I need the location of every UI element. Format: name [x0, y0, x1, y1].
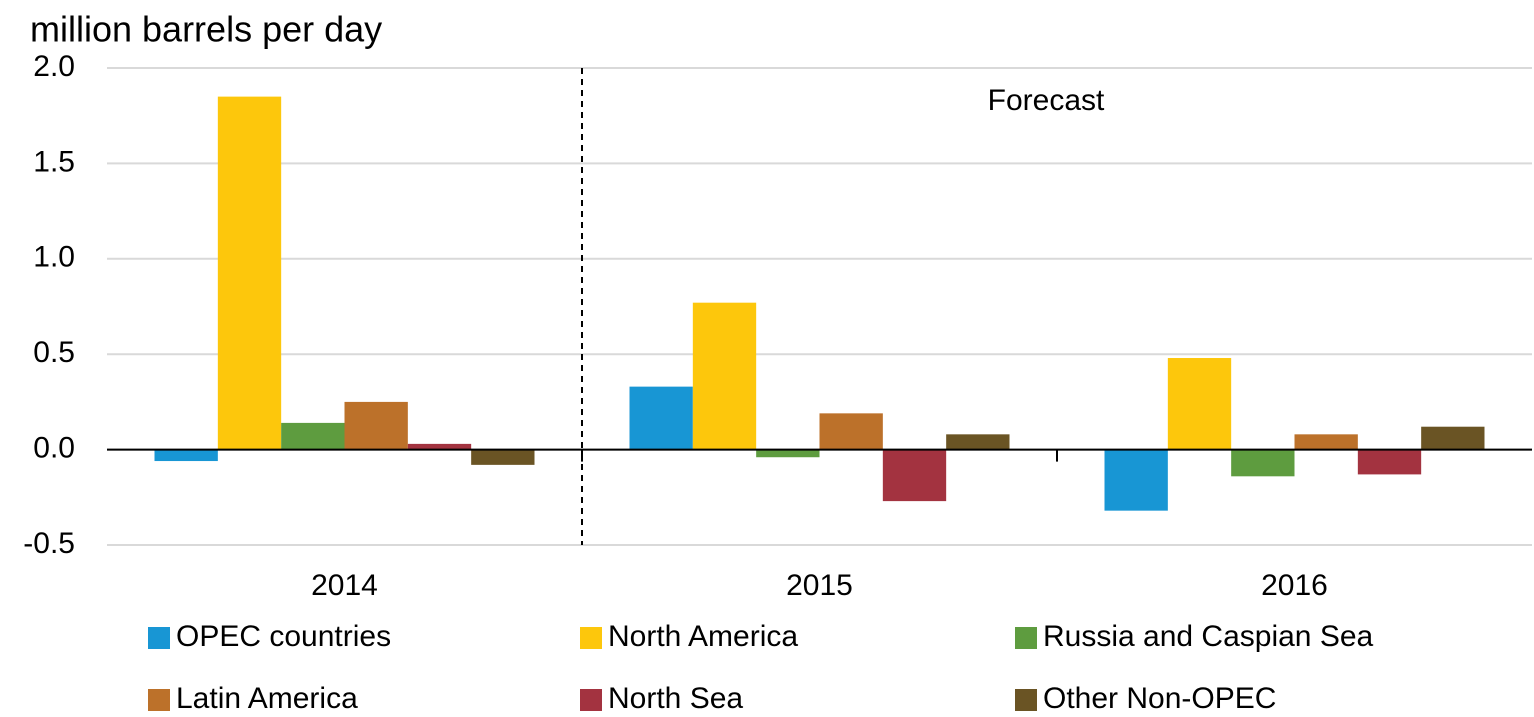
legend-label: OPEC countries: [176, 620, 391, 653]
legend-label: North America: [608, 620, 798, 653]
bar: [471, 449, 535, 465]
bar: [692, 302, 757, 450]
legend-swatch: [148, 627, 170, 649]
bar: [756, 449, 820, 458]
bar: [1294, 434, 1358, 450]
y-tick-label: 1.0: [33, 241, 75, 274]
legend-label: Russia and Caspian Sea: [1043, 620, 1374, 653]
y-tick-label: 1.5: [33, 145, 75, 178]
bar: [281, 422, 345, 450]
bar: [217, 96, 282, 450]
legend-swatch: [580, 627, 602, 649]
bar: [629, 386, 693, 450]
legend-label: Latin America: [176, 682, 358, 715]
y-tick-label: -0.5: [23, 527, 75, 560]
bar: [1104, 449, 1168, 511]
bar: [1357, 449, 1422, 475]
legend-label: North Sea: [608, 682, 743, 715]
bar: [882, 449, 947, 502]
x-tick-label: 2015: [786, 569, 853, 602]
legend-swatch: [580, 689, 602, 711]
annotation: Forecast: [988, 84, 1105, 117]
bar: [946, 434, 1010, 450]
y-tick-label: 0.5: [33, 336, 75, 369]
bar: [1231, 449, 1295, 477]
x-tick-label: 2016: [1261, 569, 1328, 602]
legend-swatch: [148, 689, 170, 711]
y-axis-label: million barrels per day: [30, 9, 382, 50]
legend-swatch: [1015, 627, 1037, 649]
bar: [1167, 358, 1232, 450]
bar: [1421, 426, 1485, 450]
y-tick-label: 0.0: [33, 432, 75, 465]
bar: [407, 443, 472, 450]
legend-swatch: [1015, 689, 1037, 711]
y-tick-label: 2.0: [33, 50, 75, 83]
bar: [154, 449, 218, 462]
x-tick-label: 2014: [311, 569, 378, 602]
bar: [344, 401, 408, 450]
bar: [819, 413, 883, 450]
legend-label: Other Non-OPEC: [1043, 682, 1276, 715]
